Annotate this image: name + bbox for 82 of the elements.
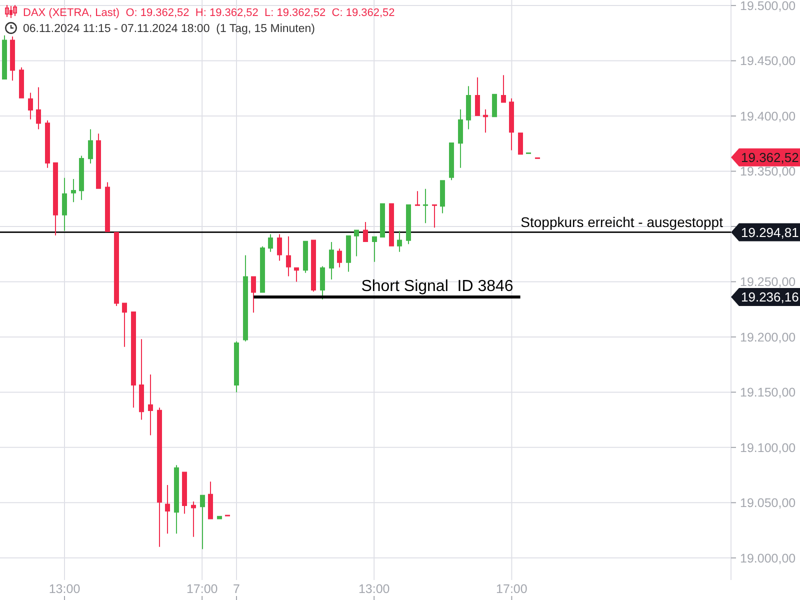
- candlestick: [294, 267, 299, 282]
- candlestick: [28, 92, 33, 120]
- candlestick: [397, 230, 402, 252]
- candlestick: [243, 255, 248, 342]
- candlestick: [518, 132, 523, 155]
- y-tick-label: 19.000,00: [740, 551, 796, 566]
- candlestick: [157, 408, 162, 547]
- candlestick: [62, 178, 67, 231]
- candlestick: [483, 109, 488, 133]
- candlestick: [139, 339, 144, 420]
- candlestick: [114, 232, 119, 306]
- candlestick: [329, 242, 334, 280]
- candlestick: [2, 35, 7, 80]
- candlestick: [260, 246, 265, 293]
- y-tick-label: 19.100,00: [740, 440, 796, 455]
- y-tick-label: 19.200,00: [740, 330, 796, 344]
- y-tick-label: 19.250,00: [740, 275, 796, 290]
- candlestick: [406, 204, 411, 244]
- candlestick: [165, 484, 170, 534]
- y-tick-label: 19.450,00: [740, 54, 796, 68]
- candlestick: [174, 465, 179, 534]
- candlestick: [71, 178, 76, 202]
- x-tick-label: 7: [233, 582, 240, 596]
- candlestick: [501, 75, 506, 103]
- candlestick: [311, 240, 316, 292]
- candlestick: [88, 129, 93, 164]
- x-tick-label: 13:00: [48, 582, 80, 596]
- y-tick-label: 19.050,00: [740, 496, 796, 510]
- candlestick: [458, 109, 463, 168]
- text: 19.362,52: [741, 150, 799, 165]
- candlestick: [131, 312, 136, 408]
- ref-line-label: Stoppkurs erreicht - ausgestoppt: [520, 214, 724, 230]
- candlestick: [53, 162, 58, 236]
- candlestick: [79, 156, 84, 200]
- candlestick: [389, 203, 394, 246]
- candlestick: [286, 236, 291, 276]
- candlestick: [440, 180, 445, 214]
- candlestick: [432, 204, 437, 228]
- y-tick-label: 19.350,00: [740, 164, 796, 179]
- candlestick: [372, 236, 377, 262]
- x-tick-label: 17:00: [186, 582, 218, 596]
- candlestick: [363, 222, 368, 242]
- candlestick: [466, 86, 471, 130]
- y-tick-label: 19.500,00: [740, 0, 796, 13]
- candlestick: [449, 142, 454, 180]
- text: 19.236,16: [741, 290, 799, 305]
- candlestick: [337, 248, 342, 268]
- candlestick: [509, 98, 514, 150]
- series-label: Short Signal ID 3846: [361, 278, 514, 296]
- x-tick-label: 17:00: [496, 582, 528, 596]
- y-tick-label: 19.400,00: [740, 109, 796, 124]
- candlestick: [492, 94, 497, 118]
- candlestick: [208, 482, 213, 520]
- candlestick: [200, 494, 205, 550]
- candlestick: [105, 182, 110, 232]
- candlestick: [475, 77, 480, 116]
- candlestick: [234, 341, 239, 392]
- candlestick: [148, 374, 153, 436]
- x-tick-label: 13:00: [358, 582, 390, 596]
- candlestick: [320, 266, 325, 300]
- text: DAX (XETRA, Last) O: 19.362,52 H: 19.362,52 L: 19.362,52 C: 19.362,52: [23, 7, 395, 19]
- candlestick: [36, 87, 41, 130]
- candlestick: [217, 516, 222, 520]
- candlestick: [303, 240, 308, 273]
- candlestick: [96, 134, 101, 189]
- candlestick: [415, 191, 420, 206]
- y-tick-label: 19.150,00: [740, 386, 796, 400]
- candlestick: [380, 203, 385, 238]
- candlestick: [354, 230, 359, 256]
- candlestick: [346, 235, 351, 272]
- candlestick: [268, 234, 273, 252]
- text: 19.294,81: [741, 224, 799, 240]
- candlestick: [122, 302, 127, 347]
- candlestick: [251, 276, 256, 313]
- candlestick: [277, 234, 282, 261]
- candlestick: [19, 67, 24, 98]
- candlestick: [182, 472, 187, 514]
- candlestick: [45, 120, 50, 168]
- candlestick: [191, 502, 196, 537]
- text: 06.11.2024 11:15 - 07.11.2024 18:00 (1 Tag, 15 Minuten): [23, 23, 316, 35]
- candlestick: [423, 188, 428, 224]
- candlestick: [10, 36, 15, 81]
